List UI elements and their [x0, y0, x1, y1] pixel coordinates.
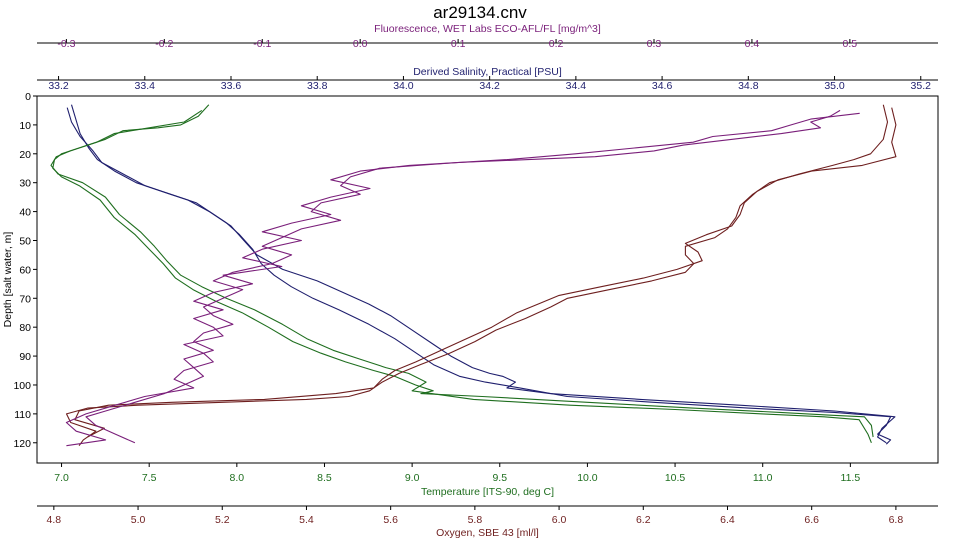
- x-tick-label: 5.0: [131, 514, 146, 526]
- x-tick-label: 9.0: [405, 472, 420, 484]
- series-layer: [50, 104, 897, 447]
- x-tick-label: 5.2: [215, 514, 230, 526]
- x-tick-label: 10.0: [577, 472, 598, 484]
- x-axis-oxygen: 4.8 5.0 5.2 5.4 5.6 5.8 6.0 6.2 6.4 6.6 6.8 Oxygen,…: [37, 505, 938, 539]
- series-line-oxygen: [65, 104, 889, 447]
- x-tick-label: 33.4: [135, 80, 156, 92]
- y-tick-label: 40: [19, 207, 31, 219]
- y-tick-label: 120: [13, 438, 31, 450]
- x-axis-fluorescence: -0.3 -0.2 -0.1 0.0 0.1 0.2 0.3 0.4 0.5 Fluorescen…: [37, 23, 938, 50]
- x-tick-label: -0.3: [57, 38, 75, 50]
- x-tick-label: 8.0: [230, 472, 245, 484]
- series-line-oxygen: [74, 107, 897, 438]
- x-tick-label: 11.5: [841, 472, 861, 484]
- series-line-fluorescence: [65, 112, 860, 447]
- x-tick-label: 9.5: [492, 472, 507, 484]
- axes-layer: 0 10 20 30 40 50 60 70 80 90 100 110 120 Depth [salt …: [2, 23, 939, 539]
- x-tick-label: 0.4: [745, 38, 760, 50]
- y-axis-title: Depth [salt water, m]: [2, 232, 14, 328]
- x-tick-label: 34.4: [566, 80, 587, 92]
- x-tick-label: 11.0: [753, 472, 773, 484]
- x-tick-label: 33.2: [48, 80, 69, 92]
- series-line-temperature: [50, 109, 872, 444]
- x-tick-label: 34.6: [652, 80, 673, 92]
- y-tick-label: 50: [19, 235, 31, 247]
- y-tick-label: 90: [19, 351, 31, 363]
- x-tick-label: 35.0: [824, 80, 845, 92]
- x-tick-label: 7.5: [142, 472, 157, 484]
- x-axis-title: Derived Salinity, Practical [PSU]: [413, 66, 562, 78]
- y-tick-label: 110: [14, 409, 31, 421]
- x-tick-label: 6.4: [720, 514, 735, 526]
- x-tick-label: 34.2: [479, 80, 500, 92]
- x-tick-label: 4.8: [47, 514, 62, 526]
- y-tick-label: 100: [13, 380, 31, 392]
- x-tick-label: -0.2: [155, 38, 173, 50]
- x-tick-label: 5.6: [383, 514, 398, 526]
- y-tick-label: 80: [19, 322, 31, 334]
- y-tick-label: 0: [25, 91, 31, 103]
- y-tick-label: 70: [19, 293, 31, 305]
- x-tick-label: 6.6: [804, 514, 819, 526]
- plot-area-border: [36, 95, 939, 464]
- chart-title: ar29134.cnv: [433, 3, 527, 22]
- x-tick-label: 5.4: [299, 514, 314, 526]
- x-tick-label: 0.3: [647, 38, 662, 50]
- x-tick-label: 33.8: [307, 80, 328, 92]
- series-line-salinity: [66, 107, 896, 444]
- y-tick-label: 10: [19, 120, 31, 132]
- x-tick-label: 5.8: [468, 514, 483, 526]
- y-tick-label: 30: [19, 178, 31, 190]
- x-axis-title: Fluorescence, WET Labs ECO-AFL/FL [mg/m^…: [374, 23, 601, 35]
- x-tick-label: 0.1: [451, 38, 466, 50]
- series-line-fluorescence: [85, 109, 841, 444]
- series-line-salinity: [70, 104, 892, 445]
- x-axis-salinity: 33.2 33.4 33.6 33.8 34.0 34.2 34.4 34.6 34.8 35.0…: [37, 66, 938, 92]
- x-tick-label: 35.2: [911, 80, 932, 92]
- x-tick-label: 0.0: [353, 38, 368, 50]
- x-axis-title: Oxygen, SBE 43 [ml/l]: [436, 527, 539, 539]
- x-tick-label: 7.0: [54, 472, 69, 484]
- x-tick-label: 6.0: [552, 514, 567, 526]
- x-axis-temperature: 7.0 7.5 8.0 8.5 9.0 9.5 10.0 10.5 11.0 11.5 Temper…: [54, 463, 860, 498]
- x-tick-label: 0.5: [843, 38, 858, 50]
- x-tick-label: 34.0: [393, 80, 414, 92]
- x-tick-label: 8.5: [317, 472, 332, 484]
- x-tick-label: 6.2: [636, 514, 651, 526]
- x-tick-label: 33.6: [221, 80, 242, 92]
- x-axis-title: Temperature [ITS-90, deg C]: [421, 486, 554, 498]
- x-tick-label: -0.1: [253, 38, 271, 50]
- y-tick-label: 20: [19, 149, 31, 161]
- x-tick-label: 34.8: [738, 80, 759, 92]
- x-tick-label: 10.5: [665, 472, 686, 484]
- y-tick-label: 60: [19, 264, 31, 276]
- x-tick-label: 0.2: [549, 38, 564, 50]
- x-tick-label: 6.8: [889, 514, 904, 526]
